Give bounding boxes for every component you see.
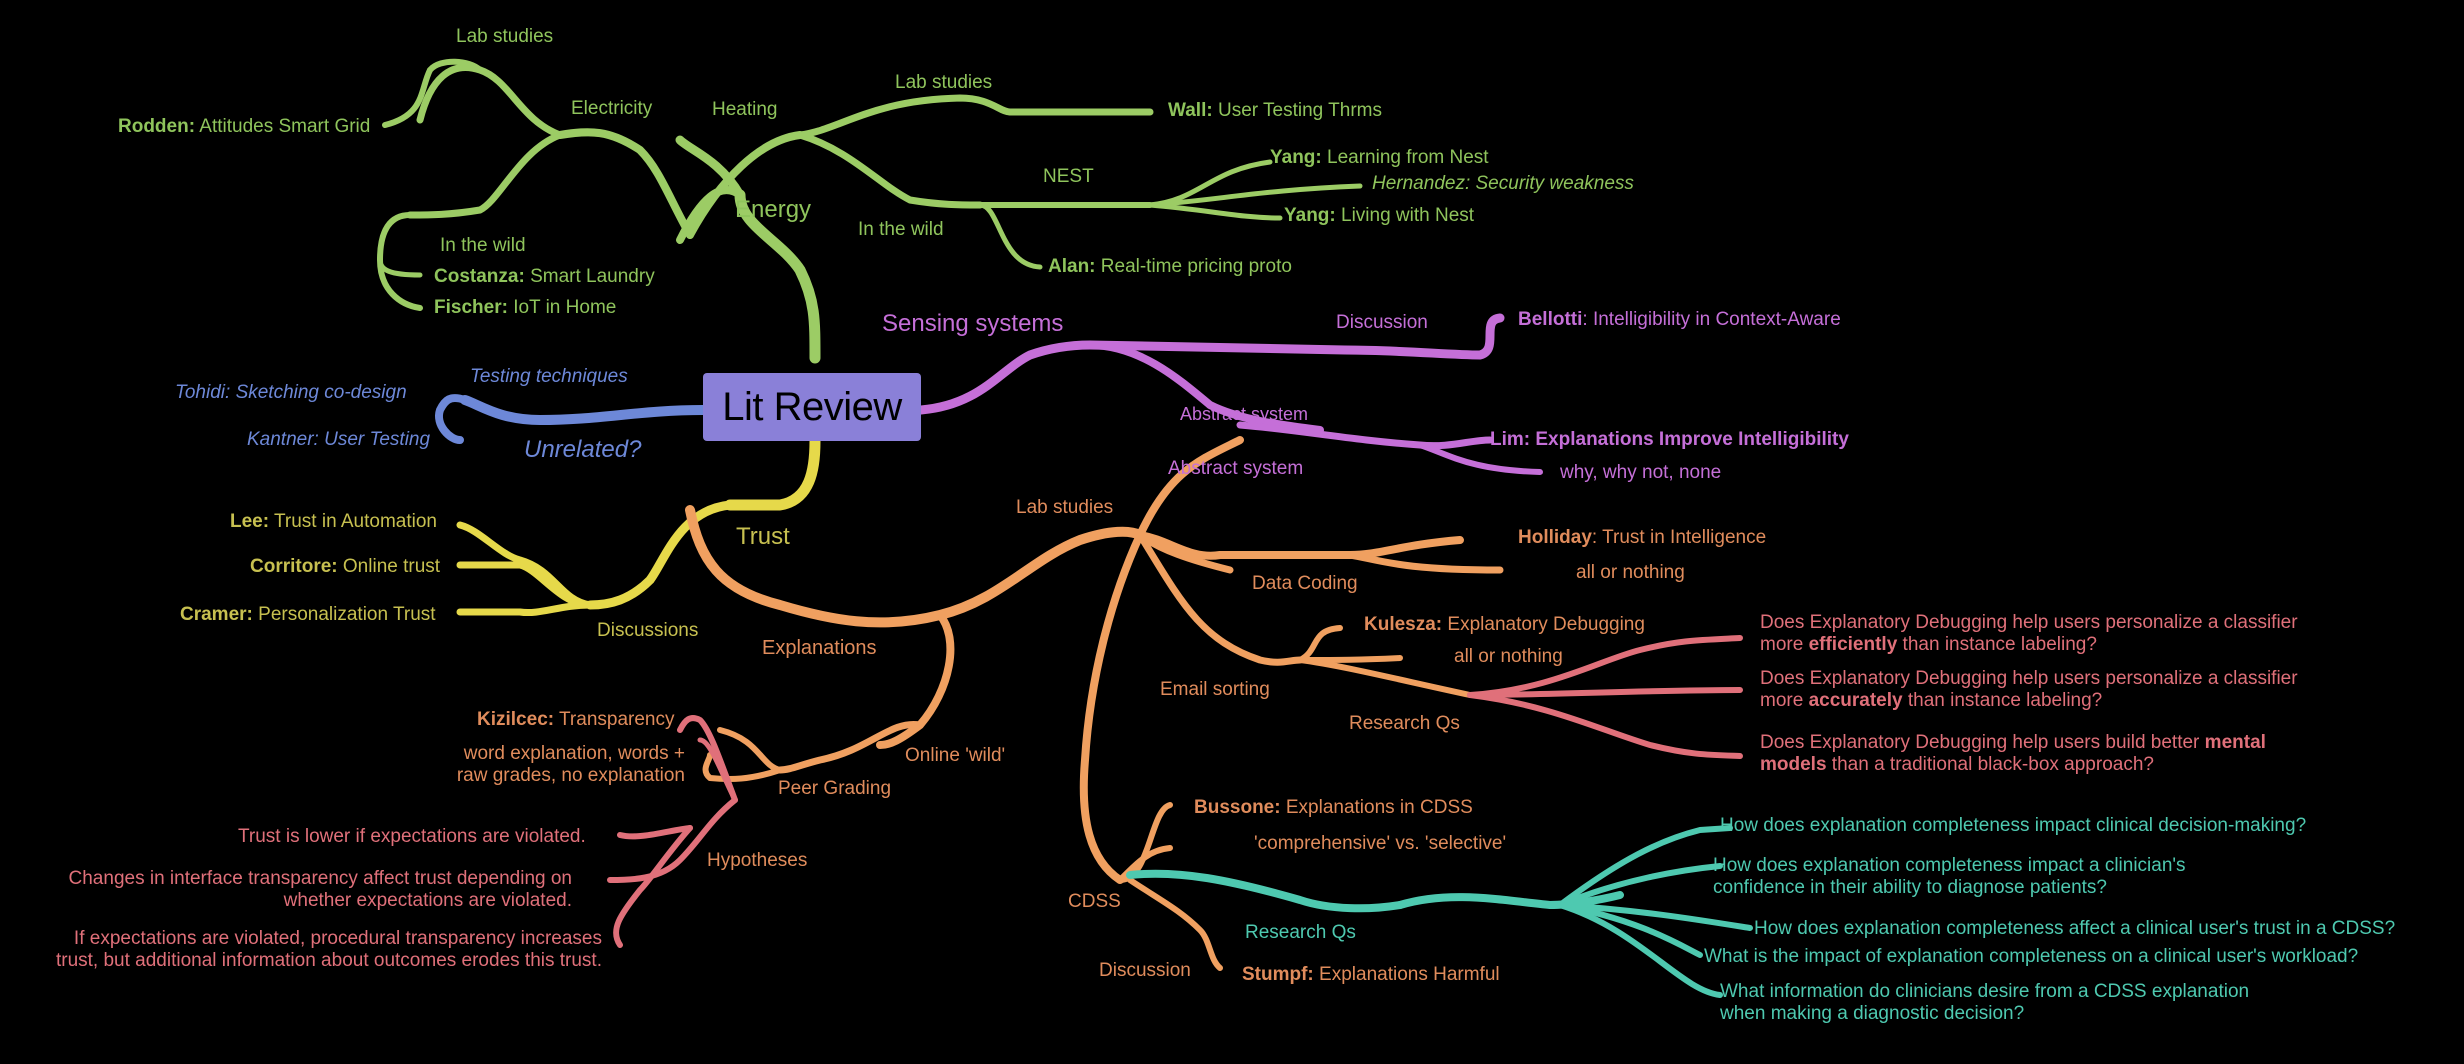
rodden-node[interactable]: Rodden: Attitudes Smart Grid — [118, 116, 371, 137]
explanations-lab-studies[interactable]: Lab studies — [1016, 497, 1114, 518]
cdss-q3[interactable]: How does explanation completeness affect… — [1754, 918, 2396, 939]
center-topic[interactable]: Lit Review — [703, 373, 921, 441]
cdss-research-qs[interactable]: Research Qs — [1245, 922, 1356, 943]
heating-label[interactable]: Heating — [712, 99, 778, 120]
costanza-node[interactable]: Costanza: Smart Laundry — [434, 266, 655, 287]
bussone-node[interactable]: Bussone: Explanations in CDSS — [1194, 797, 1473, 818]
cdss-label[interactable]: CDSS — [1068, 891, 1121, 912]
rq-accurately[interactable]: Does Explanatory Debugging help users pe… — [1760, 668, 2298, 711]
hypotheses-label[interactable]: Hypotheses — [707, 850, 808, 871]
tohidi-node[interactable]: Tohidi: Sketching co-design — [175, 382, 407, 403]
cramer-node[interactable]: Cramer: Personalization Trust — [180, 604, 436, 625]
sensing-branches — [916, 313, 1543, 475]
electricity-label[interactable]: Electricity — [571, 98, 653, 119]
word-explanation-node[interactable]: word explanation, words + raw grades, no … — [456, 743, 685, 786]
stumpf-node[interactable]: Stumpf: Explanations Harmful — [1242, 964, 1500, 985]
email-sorting-label[interactable]: Email sorting — [1160, 679, 1270, 700]
hypothesis-1[interactable]: Trust is lower if expectations are viola… — [238, 826, 586, 847]
electricity-lab-studies[interactable]: Lab studies — [456, 26, 554, 47]
bellotti-node[interactable]: Bellotti: Intelligibility in Context-Awa… — [1518, 309, 1841, 330]
cdss-discussion[interactable]: Discussion — [1099, 960, 1191, 981]
testing-techniques-label[interactable]: Testing techniques — [470, 366, 628, 387]
all-or-nothing-1[interactable]: all or nothing — [1576, 562, 1685, 583]
energy-label[interactable]: Energy — [735, 196, 812, 223]
abstract-system-1[interactable]: Abstract system — [1180, 404, 1309, 424]
heating-lab-studies[interactable]: Lab studies — [895, 72, 993, 93]
fischer-node[interactable]: Fischer: IoT in Home — [434, 297, 617, 318]
corritore-node[interactable]: Corritore: Online trust — [250, 556, 441, 577]
lee-node[interactable]: Lee: Trust in Automation — [230, 511, 437, 532]
sensing-systems-label[interactable]: Sensing systems — [882, 310, 1064, 337]
lim-node[interactable]: Lim: Explanations Improve Intelligibilit… — [1490, 429, 1849, 450]
electricity-in-the-wild[interactable]: In the wild — [440, 235, 526, 256]
sensing-discussion[interactable]: Discussion — [1336, 312, 1428, 333]
nest-label[interactable]: NEST — [1043, 166, 1094, 187]
holliday-node[interactable]: Holliday: Trust in Intelligence — [1518, 527, 1767, 548]
comprehensive-selective-node[interactable]: 'comprehensive' vs. 'selective' — [1254, 833, 1507, 854]
abstract-system-2[interactable]: Abstract system — [1168, 458, 1304, 479]
hernandez-node[interactable]: Hernandez: Security weakness — [1372, 173, 1634, 194]
unrelated-label[interactable]: Unrelated? — [524, 436, 642, 463]
kantner-node[interactable]: Kantner: User Testing — [247, 429, 431, 450]
explanations-branches — [685, 436, 1504, 971]
wall-node[interactable]: Wall: User Testing Thrms — [1168, 100, 1382, 121]
cdss-q4[interactable]: What is the impact of explanation comple… — [1704, 946, 2359, 967]
discussions-label[interactable]: Discussions — [597, 620, 699, 641]
all-or-nothing-2[interactable]: all or nothing — [1454, 646, 1563, 667]
trust-branches — [456, 435, 821, 617]
energy-branches — [377, 58, 1363, 364]
hypothesis-3[interactable]: If expectations are violated, procedural… — [55, 928, 602, 971]
research-qs-branches — [607, 635, 1743, 948]
rq-efficiently[interactable]: Does Explanatory Debugging help users pe… — [1760, 612, 2298, 655]
online-wild-label[interactable]: Online 'wild' — [905, 745, 1006, 766]
cdss-q5[interactable]: What information do clinicians desire fr… — [1720, 981, 2250, 1024]
why-why-not-node[interactable]: why, why not, none — [1560, 462, 1722, 483]
rq-mental-models[interactable]: Does Explanatory Debugging help users bu… — [1760, 732, 2266, 775]
heating-in-the-wild[interactable]: In the wild — [858, 219, 944, 240]
yang-living-node[interactable]: Yang: Living with Nest — [1284, 205, 1475, 226]
cdss-q1[interactable]: How does explanation completeness impact… — [1720, 815, 2307, 836]
alan-node[interactable]: Alan: Real-time pricing proto — [1048, 256, 1292, 277]
explanations-label[interactable]: Explanations — [762, 637, 877, 659]
testing-branches — [435, 394, 708, 444]
email-research-qs[interactable]: Research Qs — [1349, 713, 1460, 734]
kizilcec-node[interactable]: Kizilcec: Transparency — [477, 709, 675, 730]
data-coding-label[interactable]: Data Coding — [1252, 573, 1358, 594]
cdss-q2[interactable]: How does explanation completeness impact… — [1713, 855, 2186, 898]
yang-learning-node[interactable]: Yang: Learning from Nest — [1270, 147, 1489, 168]
cdss-branches — [1126, 825, 1753, 998]
trust-label[interactable]: Trust — [736, 523, 790, 550]
peer-grading-label[interactable]: Peer Grading — [778, 778, 892, 799]
hypothesis-2[interactable]: Changes in interface transparency affect… — [68, 868, 572, 911]
kulesza-node[interactable]: Kulesza: Explanatory Debugging — [1364, 614, 1645, 635]
